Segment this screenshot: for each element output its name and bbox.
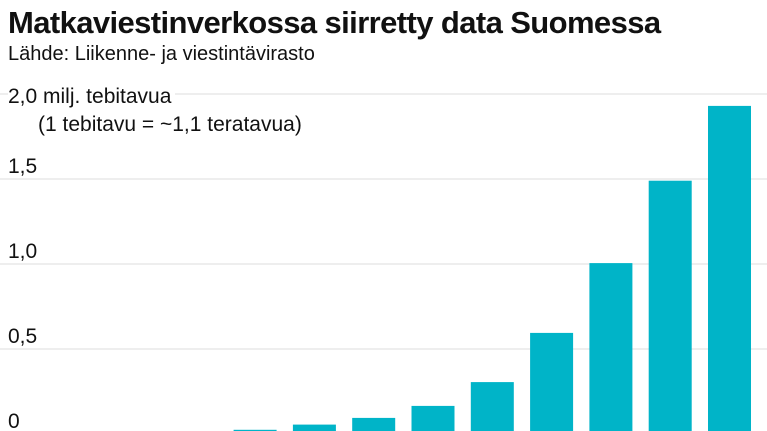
bar <box>530 332 574 431</box>
y-axis-top-label: 2,0 milj. tebitavua <box>8 84 176 110</box>
bars <box>233 105 751 431</box>
bar <box>233 429 277 431</box>
bar <box>411 405 455 431</box>
unit-note: (1 tebitavu = ~1,1 teratavua) <box>38 112 306 138</box>
bar <box>470 382 514 431</box>
y-tick-label: 0,5 <box>8 325 37 348</box>
chart-title: Matkaviestinverkossa siirretty data Suom… <box>8 5 661 40</box>
bar <box>708 105 751 431</box>
bar <box>589 263 633 431</box>
bar <box>352 417 396 431</box>
bar <box>292 424 336 431</box>
bar <box>648 180 692 431</box>
y-tick-label: 1,5 <box>8 155 37 178</box>
y-axis-ticks: 0 0,5 1,0 1,5 <box>8 155 37 431</box>
y-tick-label: 1,0 <box>8 240 37 263</box>
chart-source: Lähde: Liikenne- ja viestintävirasto <box>8 43 315 65</box>
y-tick-label: 0 <box>8 410 20 431</box>
